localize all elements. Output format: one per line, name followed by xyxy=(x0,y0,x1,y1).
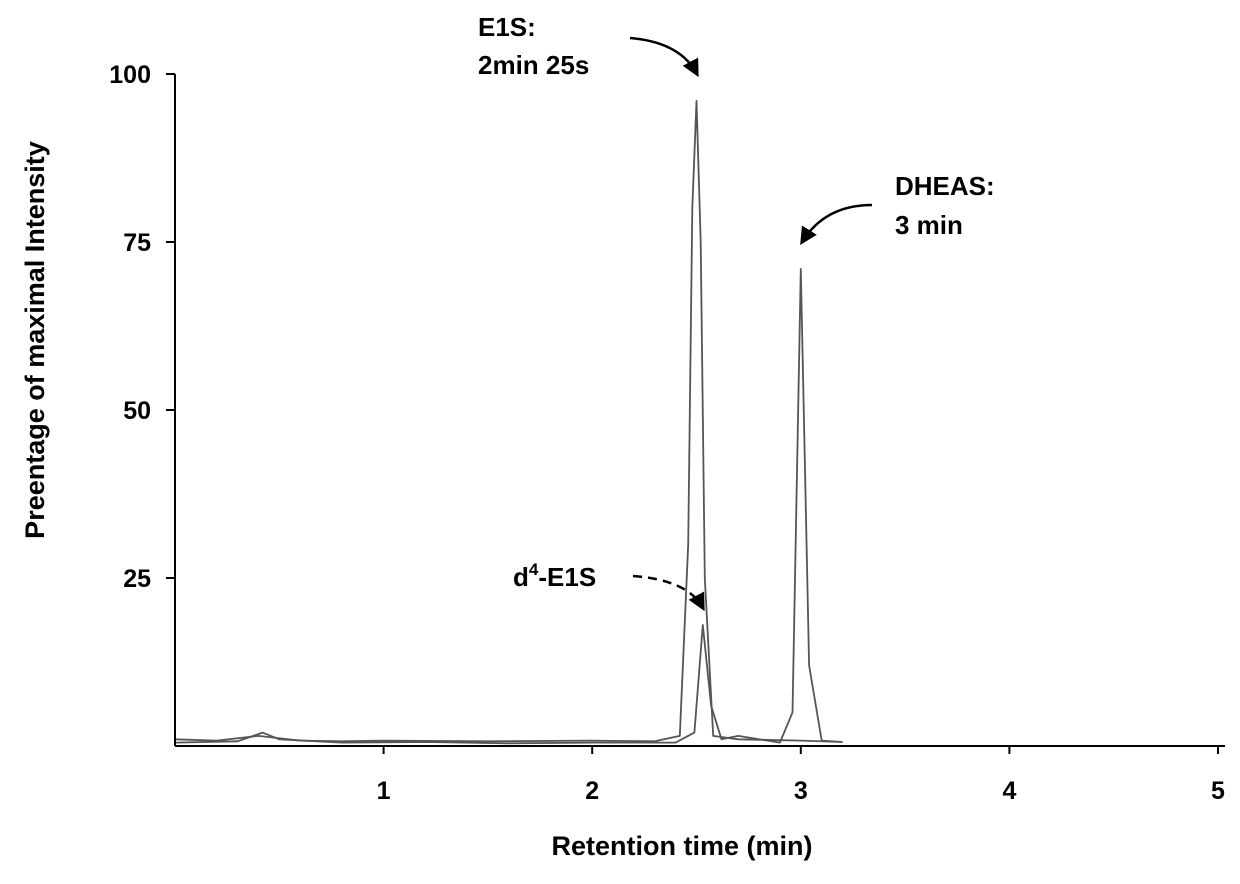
annotation-e1s-arrow xyxy=(629,36,699,78)
x-ticks: 1 2 3 4 5 xyxy=(377,746,1225,805)
chromatogram-trace-1 xyxy=(174,100,843,743)
x-axis-title: Retention time (min) xyxy=(552,831,813,861)
y-tick-label: 100 xyxy=(109,61,151,89)
annotation-d4e1s: d4-E1S xyxy=(513,560,705,612)
annotation-d4e1s-suffix: -E1S xyxy=(538,562,596,592)
chromatogram-trace-2 xyxy=(174,267,843,745)
annotation-dheas: DHEAS: 3 min xyxy=(800,171,995,245)
x-tick-label: 5 xyxy=(1211,777,1225,805)
annotation-e1s-line2: 2min 25s xyxy=(478,50,589,80)
annotation-e1s: E1S: 2min 25s xyxy=(478,12,699,80)
x-tick-label: 4 xyxy=(1002,777,1016,805)
y-axis-title: Preentage of maximal Intensity xyxy=(20,141,50,539)
x-tick-label: 3 xyxy=(794,777,808,805)
annotation-dheas-line2: 3 min xyxy=(895,210,963,240)
annotation-d4e1s-arrow xyxy=(632,574,705,612)
y-tick-label: 75 xyxy=(123,229,151,257)
x-tick-label: 1 xyxy=(377,777,391,805)
y-ticks: 25 50 75 100 xyxy=(109,61,175,593)
annotation-d4e1s-prefix: d xyxy=(513,562,529,592)
annotation-dheas-arrow xyxy=(800,203,873,245)
annotation-e1s-line1: E1S: xyxy=(478,12,536,42)
y-tick-label: 50 xyxy=(123,397,151,425)
y-tick-label: 25 xyxy=(123,565,151,593)
annotation-d4e1s-sup: 4 xyxy=(529,560,539,579)
annotation-d4e1s-label: d4-E1S xyxy=(513,560,596,592)
annotation-dheas-line1: DHEAS: xyxy=(895,171,995,201)
x-tick-label: 2 xyxy=(585,777,599,805)
chromatogram-traces xyxy=(174,100,843,745)
